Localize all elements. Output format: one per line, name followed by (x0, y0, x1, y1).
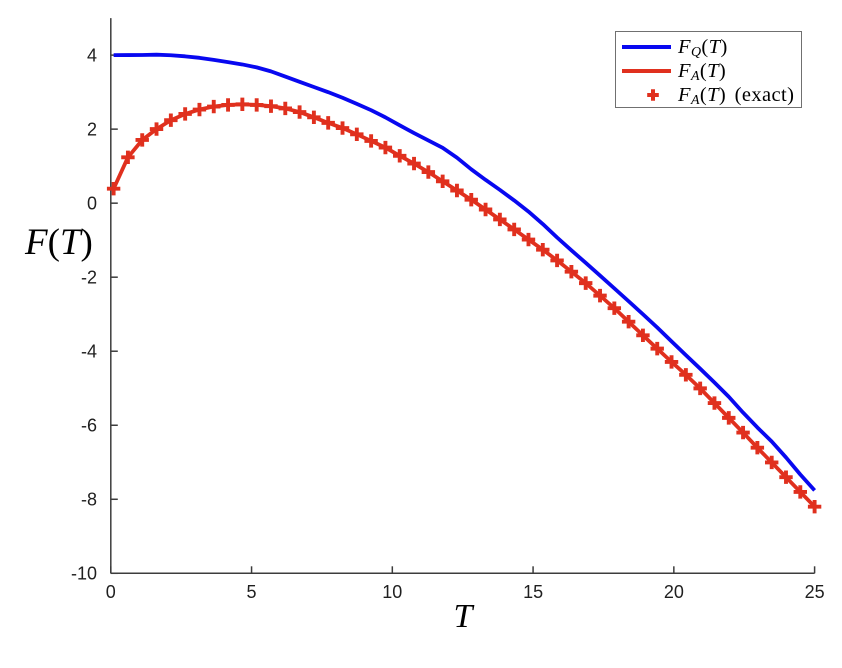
x-tick-label: 20 (664, 582, 684, 602)
exact-data-plus-markers (106, 97, 822, 514)
legend-entry-fq: FQ(T) (616, 35, 801, 61)
red-line-swatch (622, 69, 671, 73)
y-tick-label: 4 (87, 45, 97, 65)
blue-line-swatch (622, 45, 671, 49)
x-tick-label: 15 (523, 582, 543, 602)
plus-marker-icon (647, 89, 659, 101)
legend-entry-fa: FA(T) (616, 59, 801, 85)
x-tick-label: 10 (382, 582, 402, 602)
y-tick-label: 0 (87, 193, 97, 213)
legend: FQ(T) FA(T) FA(T) (exact) (615, 31, 802, 108)
y-axis-label: F(T) (25, 222, 93, 263)
legend-line-sample-blue (622, 35, 671, 59)
legend-plus-marker-icon (622, 83, 671, 107)
y-tick-label: -4 (81, 342, 97, 362)
legend-label: FA(T) (678, 60, 727, 85)
legend-entry-fa-exact: FA(T) (exact) (616, 83, 801, 109)
y-tick-label: 2 (87, 119, 97, 139)
y-tick-label: -10 (71, 564, 97, 584)
x-axis-label: T (453, 598, 473, 635)
legend-label: FA(T) (exact) (678, 84, 795, 109)
legend-label: FQ(T) (678, 36, 728, 61)
curve-f-q-t- (113, 52, 817, 492)
plus-marker-swatch-svg (647, 89, 659, 101)
x-tick-label: 5 (247, 582, 257, 602)
y-tick-label: -2 (81, 267, 97, 287)
x-tick-label: 25 (805, 582, 825, 602)
y-tick-label: -6 (81, 416, 97, 436)
legend-line-sample-red (622, 59, 671, 83)
y-tick-label: -8 (81, 490, 97, 510)
x-tick-label: 0 (106, 582, 116, 602)
